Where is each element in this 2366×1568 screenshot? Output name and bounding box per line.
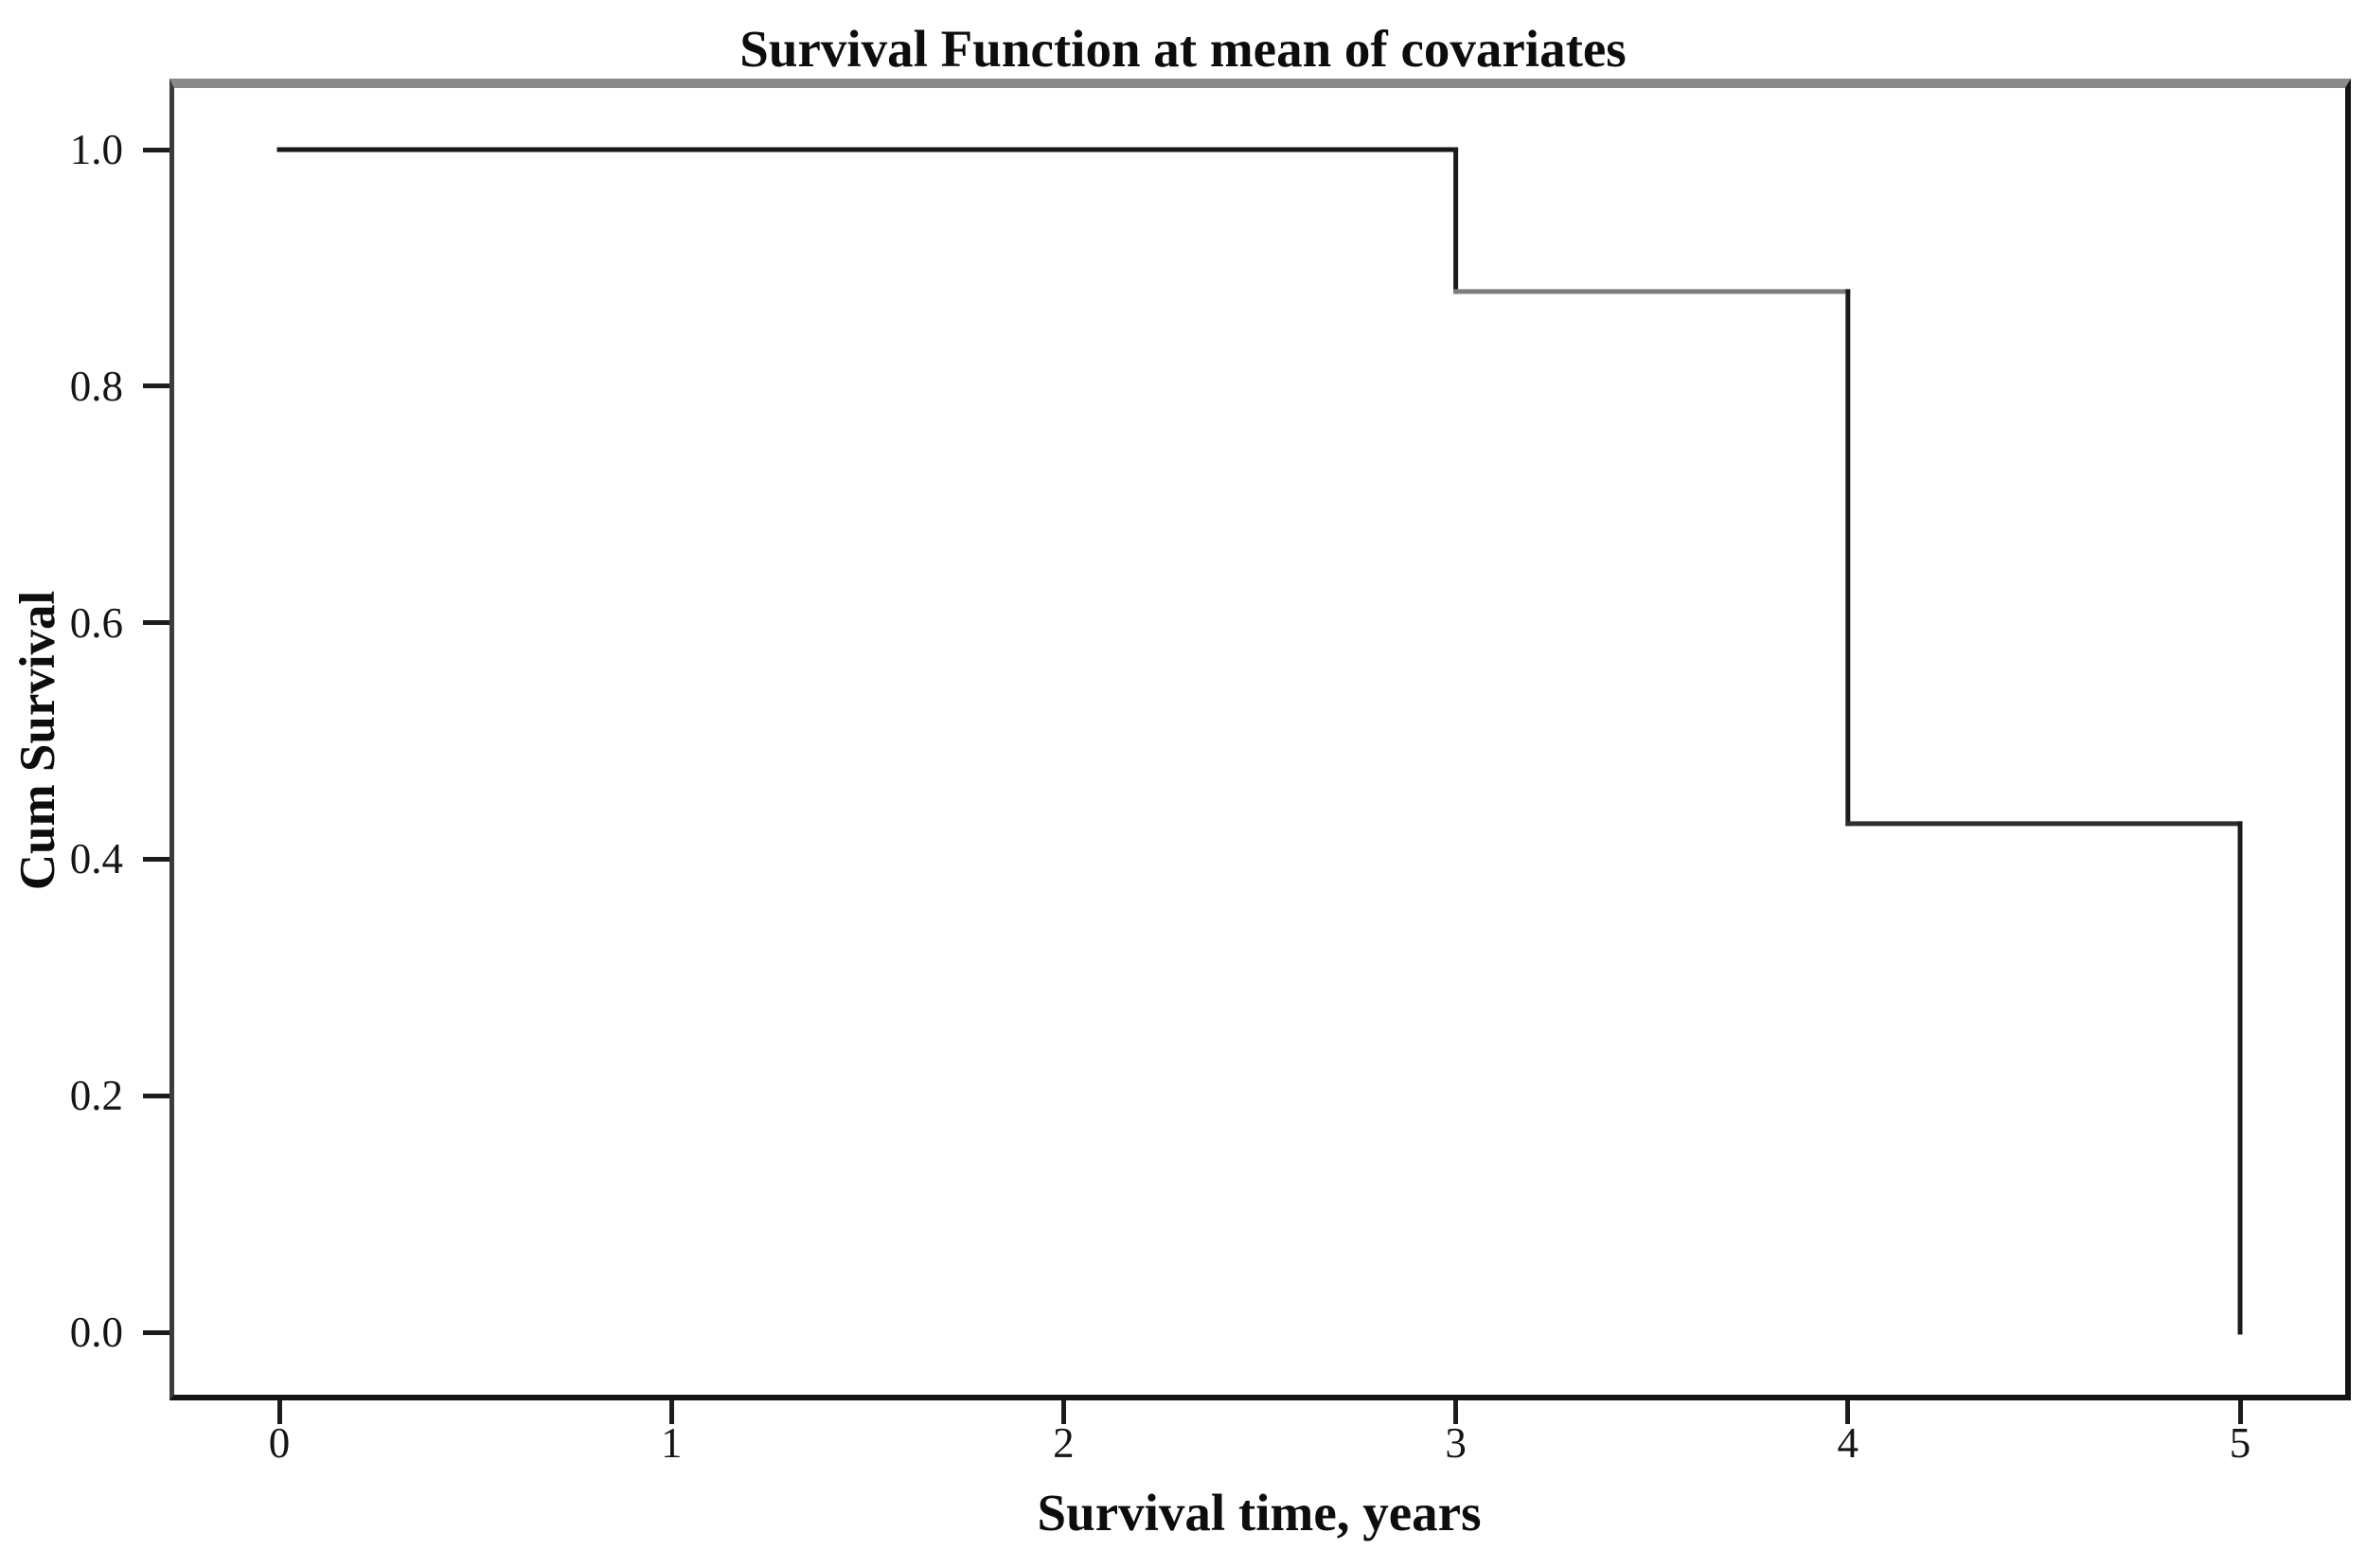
x-axis-title: Survival time, years — [1037, 1484, 1482, 1541]
y-tick-label: 0.4 — [69, 835, 123, 883]
x-tick-mark — [2237, 1400, 2243, 1424]
x-tick-label: 1 — [660, 1419, 683, 1467]
x-tick-mark — [1453, 1400, 1459, 1424]
y-tick-label: 0.0 — [69, 1309, 123, 1356]
x-tick-label: 5 — [2229, 1419, 2251, 1467]
x-tick-label: 0 — [268, 1419, 291, 1467]
y-tick-label: 0.6 — [69, 598, 123, 647]
chart-title: Survival Function at mean of covariates — [739, 20, 1627, 78]
y-tick-mark — [143, 147, 169, 152]
y-tick-label: 0.8 — [69, 362, 123, 410]
plot-area-frame — [169, 79, 2351, 1400]
y-tick-mark — [143, 1093, 169, 1098]
x-tick-mark — [276, 1400, 282, 1424]
y-tick-mark — [143, 856, 169, 862]
x-tick-label: 2 — [1053, 1419, 1075, 1467]
x-tick-mark — [1845, 1400, 1851, 1424]
x-tick-mark — [1060, 1400, 1066, 1424]
x-tick-mark — [668, 1400, 674, 1424]
y-tick-label: 0.2 — [69, 1072, 123, 1120]
x-tick-label: 4 — [1837, 1419, 1859, 1467]
x-tick-label: 3 — [1445, 1419, 1467, 1467]
y-tick-mark — [143, 620, 169, 626]
y-tick-mark — [143, 383, 169, 389]
y-tick-mark — [143, 1329, 169, 1335]
y-tick-label: 1.0 — [69, 126, 123, 173]
